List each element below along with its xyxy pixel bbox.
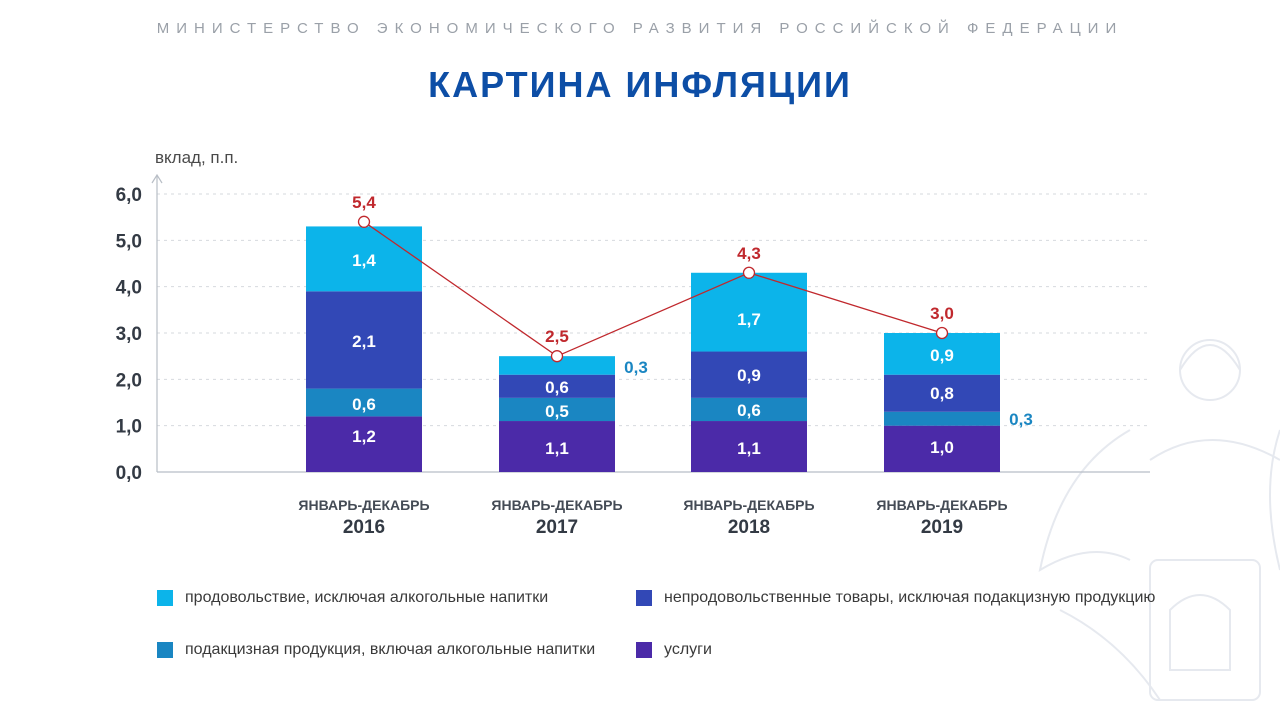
bar-segment: [499, 397, 615, 422]
data-label: 1,7: [737, 310, 761, 329]
data-label: 1,1: [545, 439, 569, 458]
y-tick-label: 3,0: [116, 324, 142, 345]
bar-segment: [884, 374, 1000, 412]
data-label: 2,1: [352, 332, 376, 351]
x-category-year: 2018: [728, 517, 770, 538]
data-label: 0,9: [737, 366, 761, 385]
y-axis-arrow: [151, 173, 163, 184]
x-category-year: 2019: [921, 517, 963, 538]
legend-label: непродовольственные товары, исключая под…: [664, 589, 1156, 606]
bar-segment: [499, 421, 615, 472]
total-label: 2,5: [545, 327, 569, 346]
y-tick-label: 6,0: [116, 185, 142, 206]
legend-label: подакцизная продукция, включая алкогольн…: [185, 641, 596, 658]
bar-segment: [691, 397, 807, 422]
total-point: [550, 350, 564, 363]
legend-label: продовольствие, исключая алкогольные нап…: [185, 589, 549, 606]
data-label: 1,4: [352, 251, 376, 270]
total-label: 5,4: [352, 193, 376, 212]
bar-segment: [884, 425, 1000, 472]
data-label: 0,8: [930, 384, 954, 403]
data-label: 0,5: [545, 402, 569, 421]
x-category-period: ЯНВАРЬ-ДЕКАБРЬ: [876, 497, 1007, 513]
total-point: [935, 326, 949, 340]
legend-swatch: [636, 590, 652, 606]
bar-segment: [306, 416, 422, 472]
total-label: 4,3: [737, 244, 761, 263]
y-tick-label: 1,0: [116, 417, 142, 438]
bar-segment: [884, 411, 1000, 426]
legend-item-food: продовольствие, исключая алкогольные нап…: [157, 588, 627, 608]
bar-segment: [884, 333, 1000, 375]
legend-swatch: [636, 642, 652, 658]
y-axis-label: вклад, п.п.: [155, 148, 239, 167]
bar-segment: [306, 388, 422, 417]
total-label: 3,0: [930, 304, 954, 323]
x-category-period: ЯНВАРЬ-ДЕКАБРЬ: [491, 497, 622, 513]
data-label: 1,0: [930, 438, 954, 457]
x-category-year: 2017: [536, 517, 578, 538]
legend-item-services: услуги: [636, 640, 1036, 660]
legend-label: услуги: [664, 641, 712, 658]
y-tick-label: 0,0: [116, 463, 142, 484]
total-line: [363, 221, 943, 357]
data-label: 0,6: [737, 401, 761, 420]
legend-item-excise: подакцизная продукция, включая алкогольн…: [157, 640, 617, 660]
x-category-period: ЯНВАРЬ-ДЕКАБРЬ: [683, 497, 814, 513]
legend-swatch: [157, 590, 173, 606]
data-label: 1,2: [352, 427, 376, 446]
bar-segment: [306, 291, 422, 389]
data-label: 0,3: [1009, 410, 1033, 429]
bar-segment: [691, 351, 807, 398]
bar-segment: [499, 374, 615, 398]
y-tick-label: 2,0: [116, 370, 142, 391]
ministry-header: МИНИСТЕРСТВО ЭКОНОМИЧЕСКОГО РАЗВИТИЯ РОС…: [156, 20, 1124, 37]
total-point: [742, 266, 756, 279]
bar-segment: [499, 356, 615, 375]
x-category-year: 2016: [343, 517, 385, 538]
y-tick-label: 4,0: [116, 278, 142, 299]
total-point: [357, 215, 371, 228]
data-label: 0,3: [624, 358, 648, 377]
page-title: КАРТИНА ИНФЛЯЦИИ: [428, 64, 852, 105]
bar-segment: [306, 226, 422, 292]
data-label: 0,9: [930, 346, 954, 365]
x-category-period: ЯНВАРЬ-ДЕКАБРЬ: [298, 497, 429, 513]
legend-swatch: [157, 642, 173, 658]
data-label: 0,6: [545, 378, 569, 397]
data-label: 1,1: [737, 439, 761, 458]
legend-item-nonfood: непродовольственные товары, исключая под…: [636, 588, 1156, 608]
y-tick-label: 5,0: [116, 231, 142, 252]
data-label: 0,6: [352, 395, 376, 414]
emblem-watermark-icon: [1038, 339, 1280, 701]
bar-segment: [691, 272, 807, 352]
bar-segment: [691, 421, 807, 472]
